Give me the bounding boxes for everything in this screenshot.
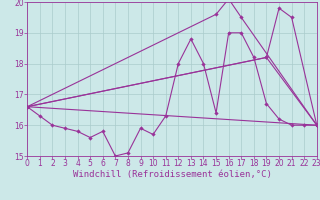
X-axis label: Windchill (Refroidissement éolien,°C): Windchill (Refroidissement éolien,°C): [73, 170, 271, 179]
